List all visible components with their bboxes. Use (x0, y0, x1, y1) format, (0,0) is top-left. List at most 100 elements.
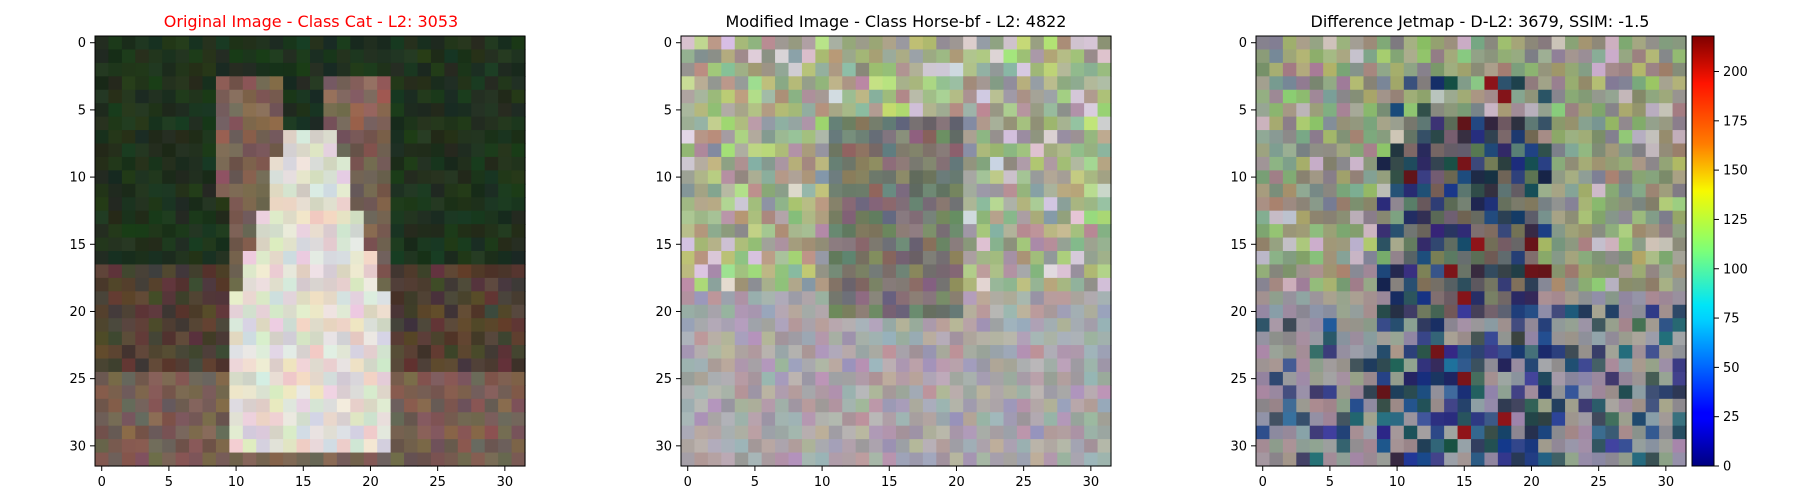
pixel (256, 170, 271, 185)
pixel (1565, 398, 1580, 413)
pixel (1070, 331, 1085, 346)
pixel (1444, 62, 1459, 77)
pixel (1497, 36, 1512, 51)
pixel (148, 62, 163, 77)
pixel (162, 62, 177, 77)
pixel (1659, 345, 1674, 360)
pixel (457, 183, 472, 198)
pixel (162, 103, 177, 118)
pixel (1097, 318, 1112, 333)
pixel (108, 264, 123, 279)
x-tick-label: 25 (1015, 475, 1032, 490)
pixel (363, 371, 378, 386)
pixel (1296, 452, 1311, 467)
pixel (229, 89, 244, 104)
pixel (936, 331, 951, 346)
pixel (909, 452, 924, 467)
pixel (390, 439, 405, 454)
pixel (1030, 412, 1045, 427)
pixel (363, 197, 378, 212)
pixel (1565, 304, 1580, 319)
pixel (963, 76, 978, 91)
pixel (1323, 76, 1338, 91)
pixel (1511, 36, 1526, 51)
pixel (336, 143, 351, 158)
pixel (296, 36, 311, 51)
pixel (1538, 251, 1553, 266)
pixel (1417, 89, 1432, 104)
pixel (229, 264, 244, 279)
pixel (323, 62, 338, 77)
pixel (734, 425, 749, 440)
pixel (1632, 385, 1647, 400)
pixel (681, 318, 696, 333)
pixel (922, 210, 937, 225)
pixel (734, 291, 749, 306)
pixel (1390, 197, 1405, 212)
pixel (990, 183, 1005, 198)
pixel (1097, 62, 1112, 77)
pixel (1484, 89, 1499, 104)
pixel (121, 264, 136, 279)
pixel (310, 412, 325, 427)
pixel (842, 210, 857, 225)
pixel (1551, 170, 1566, 185)
pixel (310, 251, 325, 266)
pixel (1003, 439, 1018, 454)
pixel (1551, 277, 1566, 292)
pixel (1403, 36, 1418, 51)
pixel (1591, 345, 1606, 360)
pixel (283, 264, 298, 279)
pixel (1057, 304, 1072, 319)
pixel (175, 143, 190, 158)
pixel (1565, 318, 1580, 333)
pixel (1430, 116, 1445, 131)
pixel (121, 197, 136, 212)
pixel (748, 130, 763, 145)
pixel (242, 89, 257, 104)
pixel (162, 251, 177, 266)
pixel (922, 116, 937, 131)
pixel (681, 358, 696, 373)
pixel (1350, 76, 1365, 91)
pixel (1551, 237, 1566, 252)
pixel (1471, 143, 1486, 158)
pixel (1030, 197, 1045, 212)
pixel (444, 331, 459, 346)
pixel (350, 197, 365, 212)
pixel (135, 277, 150, 292)
pixel (202, 425, 217, 440)
pixel (721, 183, 736, 198)
pixel (1403, 304, 1418, 319)
pixel (1097, 116, 1112, 131)
pixel (1591, 36, 1606, 51)
pixel (882, 49, 897, 64)
pixel (363, 277, 378, 292)
pixel (1591, 224, 1606, 239)
pixel (457, 197, 472, 212)
pixel (108, 170, 123, 185)
pixel (162, 358, 177, 373)
pixel (801, 291, 816, 306)
pixel (1043, 170, 1058, 185)
pixel (922, 398, 937, 413)
pixel (511, 304, 526, 319)
pixel (95, 36, 110, 51)
pixel (963, 345, 978, 360)
pixel (121, 224, 136, 239)
pixel (1336, 210, 1351, 225)
pixel (761, 49, 776, 64)
pixel (882, 116, 897, 131)
pixel (404, 345, 419, 360)
pixel (788, 224, 803, 239)
pixel (1309, 210, 1324, 225)
pixel (350, 170, 365, 185)
pixel (1672, 264, 1687, 279)
x-tick-label: 15 (881, 475, 898, 490)
pixel (377, 331, 392, 346)
pixel (963, 183, 978, 198)
pixel (707, 452, 722, 467)
pixel (175, 425, 190, 440)
pixel (1097, 398, 1112, 413)
pixel (828, 277, 843, 292)
